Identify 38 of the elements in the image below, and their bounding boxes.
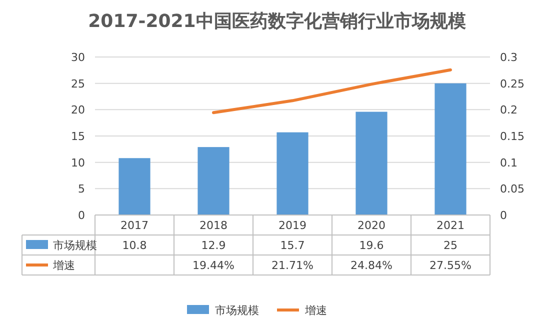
y2-tick-label: 0.15 <box>500 130 524 143</box>
x-tick-label: 2021 <box>436 219 464 232</box>
data-label: 25 <box>444 239 458 252</box>
y-tick-label: 15 <box>71 130 85 143</box>
bar <box>276 132 308 215</box>
y2-tick-label: 0.2 <box>500 104 518 117</box>
text: 增速 <box>53 259 75 272</box>
bar <box>198 147 230 215</box>
data-label: 15.7 <box>280 239 305 252</box>
data-label: 21.71% <box>272 259 314 272</box>
chart-title: 2017-2021中国医药数字化营销行业市场规模 <box>88 11 466 32</box>
x-tick-label: 2019 <box>278 219 306 232</box>
y2-tick-label: 0 <box>500 209 507 222</box>
y2-tick-label: 0.1 <box>500 156 518 170</box>
y2-tick-label: 0.25 <box>500 77 524 90</box>
data-label: 10.8 <box>122 239 147 252</box>
data-label: 27.55% <box>430 259 472 272</box>
data-label: 12.9 <box>201 239 226 252</box>
x-tick-label: 2018 <box>200 219 228 232</box>
y-tick-label: 5 <box>78 182 85 196</box>
y-tick-label: 0 <box>78 209 85 222</box>
bar <box>356 112 388 215</box>
legend: 市场规模 增速 <box>187 304 327 317</box>
data-label: 19.6 <box>359 239 384 252</box>
bar <box>434 83 466 215</box>
y2-tick-label: 0.05 <box>500 182 524 196</box>
y-tick-label: 25 <box>71 77 85 90</box>
y-tick-label: 20 <box>71 104 85 117</box>
bar <box>118 158 150 215</box>
legend-label: 增速 <box>304 304 327 317</box>
data-label: 24.84% <box>350 259 392 272</box>
x-tick-label: 2017 <box>120 219 148 232</box>
data-label: 19.44% <box>192 259 234 272</box>
legend-label: 市场规模 <box>53 239 97 252</box>
y-tick-label: 30 <box>71 51 85 64</box>
x-tick-label: 2020 <box>358 219 386 232</box>
y-tick-label: 10 <box>71 156 85 170</box>
y2-tick-label: 0.3 <box>500 51 518 64</box>
